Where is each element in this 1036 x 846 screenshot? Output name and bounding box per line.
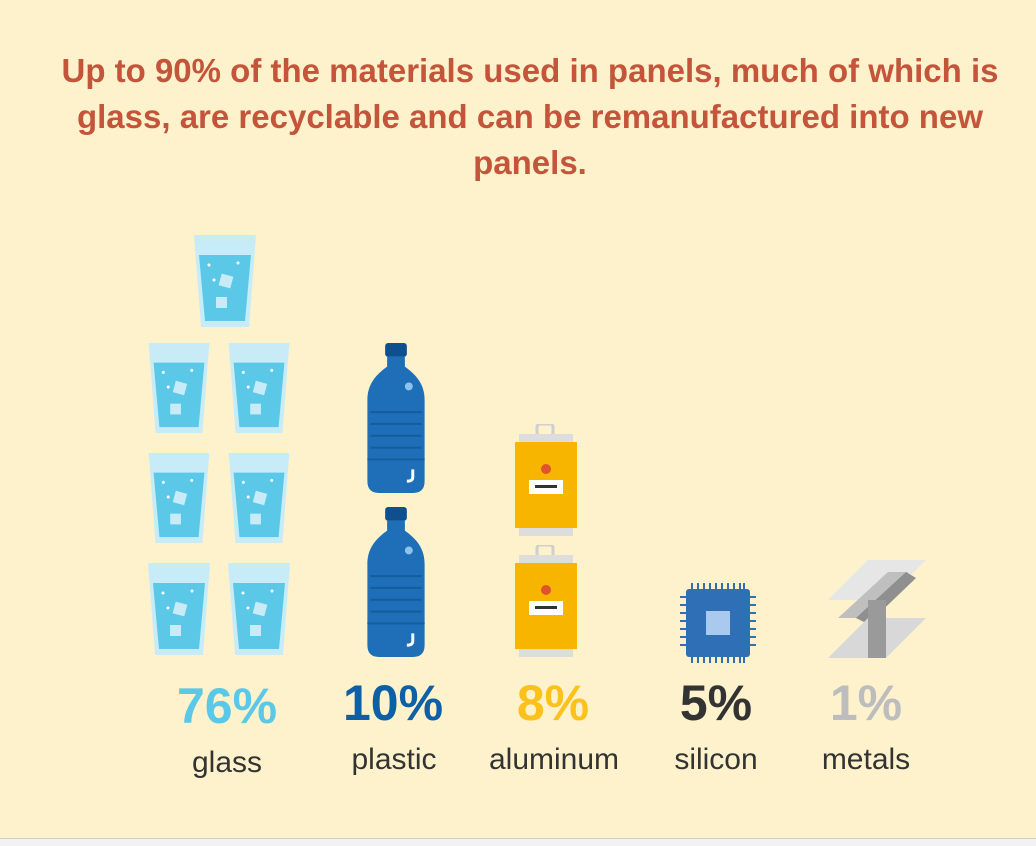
bottom-bar — [0, 838, 1036, 846]
percent: 1% — [830, 675, 902, 731]
material-label: silicon — [674, 743, 757, 776]
glass-icons — [148, 235, 290, 655]
glass-icon — [194, 235, 256, 327]
beam-icon — [828, 560, 926, 658]
bottle-icon — [367, 507, 425, 657]
chip-icon — [680, 583, 756, 663]
title: Up to 90% of the materials used in panel… — [61, 52, 999, 181]
material-label: glass — [192, 746, 262, 779]
can-icon — [515, 545, 577, 657]
glass-icon — [228, 453, 290, 543]
glass-icon — [148, 453, 210, 543]
glass-icon — [148, 343, 210, 433]
material-label: plastic — [351, 743, 436, 776]
glass-icon — [228, 343, 290, 433]
can-icon — [515, 424, 577, 536]
percent: 5% — [680, 675, 752, 731]
glass-icon — [148, 563, 210, 655]
bottle-icon — [367, 343, 425, 493]
material-label: aluminum — [489, 743, 619, 776]
material-label: metals — [822, 743, 910, 776]
percent: 76% — [177, 678, 277, 734]
glass-icon — [228, 563, 290, 655]
percent: 8% — [517, 675, 589, 731]
percent: 10% — [343, 675, 443, 731]
